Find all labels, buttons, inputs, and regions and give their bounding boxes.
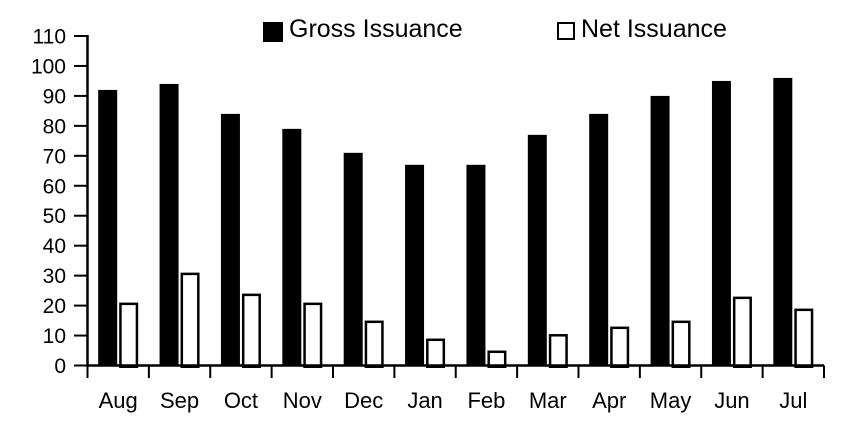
x-category-label: Dec <box>344 388 383 413</box>
x-category-label: Mar <box>529 388 567 413</box>
gross-issuance-swatch-icon <box>263 22 283 42</box>
y-tick-label: 30 <box>43 265 66 288</box>
y-tick-label: 100 <box>31 55 66 78</box>
bar-net-may <box>671 320 691 368</box>
gross-issuance-legend-label: Gross Issuance <box>289 15 463 43</box>
bar-net-jan <box>426 338 446 369</box>
x-category-label: Jul <box>779 388 807 413</box>
bar-net-mar <box>548 334 568 369</box>
y-tick-label: 10 <box>43 325 66 348</box>
y-tick-label: 80 <box>43 115 66 138</box>
bar-net-jun <box>732 296 752 369</box>
bar-gross-jul <box>773 77 793 366</box>
bar-net-aug <box>119 302 139 369</box>
bar-net-sep <box>180 272 200 368</box>
legend-item-net-issuance: Net Issuance <box>557 17 727 42</box>
y-tick-label: 20 <box>43 295 66 318</box>
bar-gross-sep <box>159 83 179 366</box>
x-category-label: Apr <box>592 388 626 413</box>
y-tick-label: 40 <box>43 235 66 258</box>
bar-gross-oct <box>220 113 240 366</box>
x-category-label: Aug <box>99 388 138 413</box>
bar-gross-jun <box>711 80 731 366</box>
x-category-label: Sep <box>160 388 199 413</box>
net-issuance-swatch-icon <box>557 22 575 40</box>
bar-net-jul <box>794 308 814 368</box>
bar-net-oct <box>241 293 261 369</box>
legend-item-gross-issuance: Gross Issuance <box>263 17 463 42</box>
bar-gross-feb <box>466 164 486 366</box>
bar-gross-mar <box>527 134 547 366</box>
y-tick-label: 110 <box>33 26 66 49</box>
bar-net-apr <box>610 326 630 368</box>
y-tick-label: 0 <box>54 355 66 378</box>
x-category-label: Nov <box>283 388 322 413</box>
x-category-label: Jan <box>407 388 442 413</box>
x-category-label: Feb <box>467 388 505 413</box>
bar-net-dec <box>364 320 384 368</box>
bar-net-nov <box>303 302 323 369</box>
y-tick-label: 60 <box>43 175 66 198</box>
bar-gross-may <box>650 95 670 366</box>
bar-gross-jan <box>405 164 425 366</box>
bar-gross-apr <box>589 113 609 366</box>
bar-gross-nov <box>282 128 302 366</box>
x-category-label: Jun <box>714 388 749 413</box>
y-tick-label: 70 <box>43 145 66 168</box>
x-category-label: May <box>650 388 692 413</box>
bar-gross-dec <box>343 152 363 366</box>
net-issuance-legend-label: Net Issuance <box>581 15 727 43</box>
bar-gross-aug <box>98 89 118 366</box>
y-tick-label: 90 <box>43 85 66 108</box>
y-tick-label: 50 <box>43 205 66 228</box>
x-category-label: Oct <box>224 388 258 413</box>
